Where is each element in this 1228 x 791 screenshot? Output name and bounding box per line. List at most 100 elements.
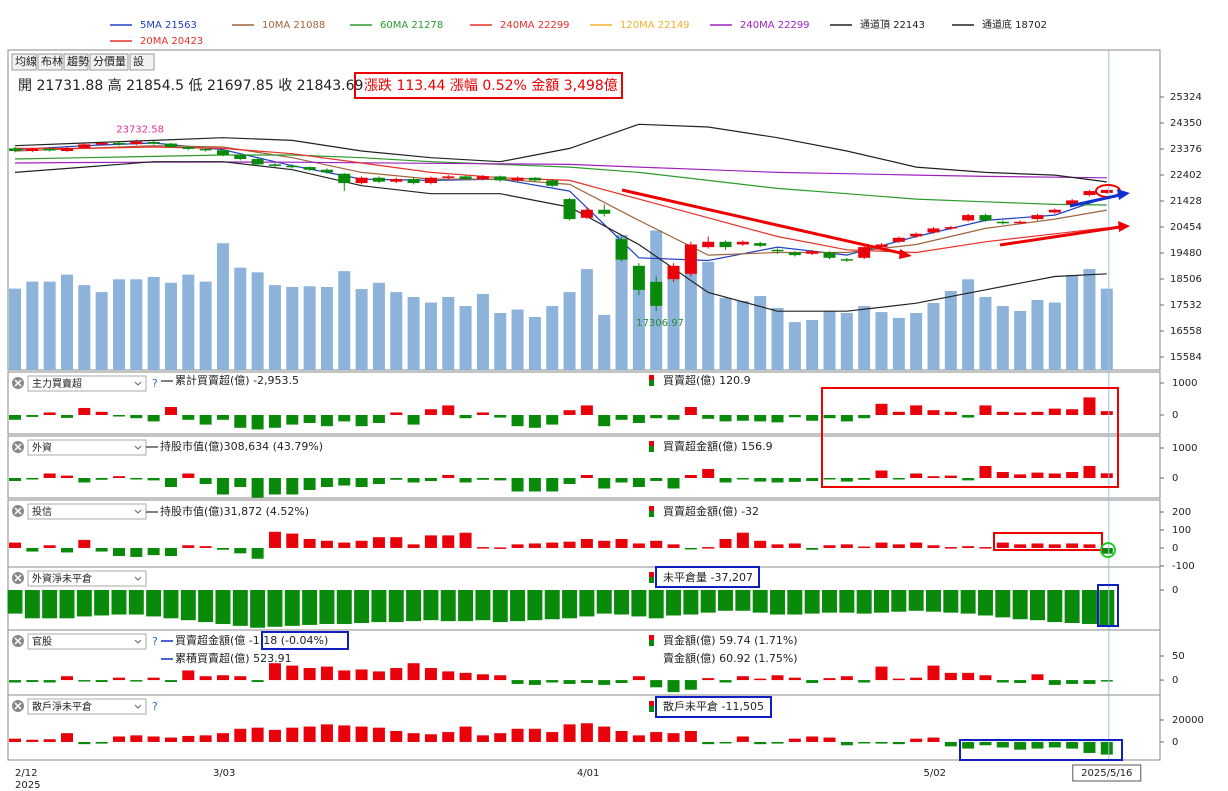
bar bbox=[182, 545, 195, 548]
bar bbox=[684, 680, 697, 690]
bar bbox=[407, 733, 420, 742]
toolbar-button[interactable] bbox=[11, 53, 37, 71]
candle-body bbox=[216, 150, 229, 156]
volume-bar bbox=[43, 281, 56, 370]
indicator-name: 外資 bbox=[32, 442, 52, 454]
bar bbox=[910, 738, 923, 742]
bar bbox=[648, 590, 664, 619]
volume-bar bbox=[892, 317, 905, 370]
bar bbox=[390, 412, 403, 415]
panel-info: 買賣超(億) 120.9 bbox=[663, 373, 751, 387]
bar bbox=[182, 670, 195, 681]
bar bbox=[232, 590, 248, 626]
toolbar-button[interactable] bbox=[63, 53, 89, 71]
volume-bar bbox=[424, 302, 437, 370]
bar bbox=[390, 477, 403, 480]
candle-body bbox=[268, 164, 281, 166]
bar bbox=[112, 736, 125, 742]
candle-body bbox=[1100, 189, 1113, 193]
x-tick-label: 3/03 bbox=[213, 768, 235, 779]
help-icon[interactable]: ? bbox=[152, 700, 158, 713]
bar bbox=[632, 676, 645, 681]
bar bbox=[875, 741, 888, 744]
bar bbox=[875, 666, 888, 681]
panel-info: 累積買賣超(億) 523.91 bbox=[175, 651, 292, 665]
bar bbox=[615, 680, 628, 683]
indicator-dropdown[interactable] bbox=[27, 570, 147, 587]
candle-body bbox=[650, 281, 663, 306]
bar bbox=[511, 728, 524, 742]
bar bbox=[234, 414, 247, 428]
bar bbox=[752, 590, 768, 613]
indicator-dropdown[interactable] bbox=[27, 375, 147, 392]
bar bbox=[615, 414, 628, 420]
toolbar-button[interactable] bbox=[37, 53, 63, 71]
price-annotation: 17306.97 bbox=[636, 318, 684, 329]
bar bbox=[667, 414, 680, 420]
volume-bar bbox=[164, 282, 177, 370]
bar bbox=[494, 414, 507, 418]
bar bbox=[476, 477, 489, 480]
bar bbox=[372, 414, 385, 423]
info-icon-up bbox=[649, 701, 654, 706]
bar bbox=[1066, 680, 1079, 684]
volume-bar bbox=[268, 285, 281, 370]
bar bbox=[9, 414, 21, 420]
dropdown-caret bbox=[134, 639, 142, 644]
candle-body bbox=[563, 199, 576, 220]
volume-bar bbox=[996, 306, 1009, 370]
bar bbox=[823, 737, 836, 742]
toolbar-button[interactable] bbox=[129, 53, 155, 71]
bar bbox=[286, 477, 299, 495]
bar bbox=[927, 665, 940, 681]
bar bbox=[1066, 409, 1079, 415]
toolbar-button[interactable] bbox=[89, 53, 129, 71]
toolbar-button-label: 趨勢 bbox=[67, 54, 89, 68]
help-icon[interactable]: ? bbox=[152, 377, 158, 390]
volume-bar bbox=[320, 286, 333, 370]
y-tick-label: 0 bbox=[1172, 675, 1178, 686]
bar bbox=[528, 477, 541, 492]
bar bbox=[580, 538, 593, 548]
bar bbox=[78, 477, 91, 483]
bar bbox=[286, 414, 299, 425]
close-icon-x bbox=[14, 443, 22, 451]
x-tick-label: 2/12 bbox=[15, 768, 37, 779]
y-tick-label: 50 bbox=[1172, 651, 1185, 662]
candle-body bbox=[303, 167, 316, 170]
bar bbox=[840, 676, 853, 681]
bar bbox=[823, 678, 836, 681]
volume-bar bbox=[199, 281, 212, 370]
indicator-dropdown[interactable] bbox=[27, 698, 147, 715]
candle-body bbox=[95, 143, 108, 145]
bar bbox=[598, 414, 611, 427]
bar bbox=[822, 590, 838, 613]
indicator-dropdown[interactable] bbox=[27, 633, 147, 650]
bar bbox=[960, 590, 976, 614]
bar bbox=[1014, 741, 1027, 750]
bar bbox=[459, 532, 472, 548]
volume-bar bbox=[1031, 300, 1044, 370]
x-tick-label: 5/02 bbox=[923, 768, 945, 779]
toolbar-button-label: 布林 bbox=[41, 54, 63, 68]
bar bbox=[736, 532, 749, 548]
candle-body bbox=[580, 209, 593, 218]
candle-body bbox=[112, 143, 125, 145]
bar bbox=[9, 738, 21, 742]
bar bbox=[216, 733, 229, 742]
bar bbox=[858, 546, 871, 549]
bar bbox=[944, 741, 957, 747]
bar bbox=[927, 545, 940, 548]
bar bbox=[736, 676, 749, 681]
bar bbox=[43, 412, 56, 415]
bar bbox=[1014, 680, 1027, 683]
highlight-box bbox=[1097, 584, 1119, 627]
arrow bbox=[621, 188, 906, 256]
bar bbox=[494, 675, 507, 681]
close-icon-x bbox=[14, 702, 22, 710]
volume-bar bbox=[60, 274, 73, 370]
bar bbox=[1100, 411, 1113, 415]
bar bbox=[840, 544, 853, 548]
bar bbox=[598, 680, 611, 685]
help-icon[interactable]: ? bbox=[152, 635, 158, 648]
